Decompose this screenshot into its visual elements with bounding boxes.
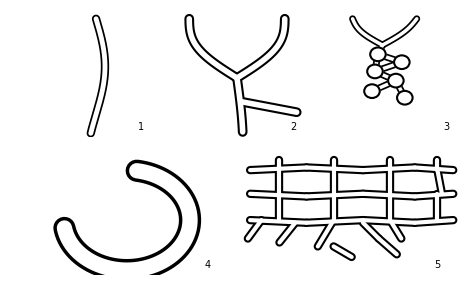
Text: 3: 3 xyxy=(444,122,450,132)
Text: 2: 2 xyxy=(291,122,297,132)
Bar xyxy=(163,6,311,19)
Circle shape xyxy=(370,47,386,61)
Circle shape xyxy=(367,65,383,78)
Circle shape xyxy=(397,91,412,105)
Circle shape xyxy=(394,55,410,69)
Text: 1: 1 xyxy=(138,122,144,132)
Bar xyxy=(315,6,465,19)
Circle shape xyxy=(388,74,404,87)
Bar xyxy=(9,144,235,157)
Text: 4: 4 xyxy=(205,260,211,270)
Bar xyxy=(9,6,159,19)
Text: 5: 5 xyxy=(434,260,440,270)
Circle shape xyxy=(364,84,380,98)
Bar xyxy=(239,144,465,160)
